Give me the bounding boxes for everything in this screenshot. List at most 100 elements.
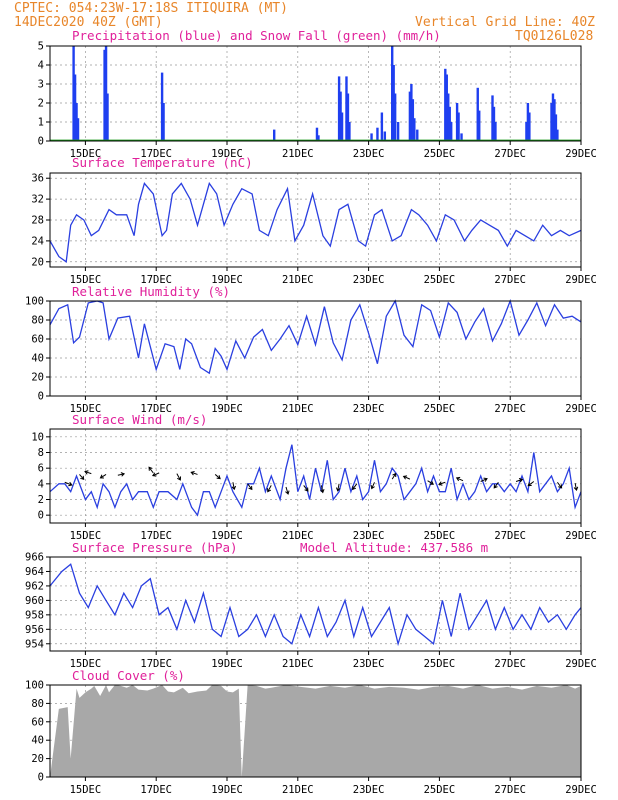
wind-arrow [148, 466, 154, 474]
precip-bar [447, 93, 450, 141]
pressure-panel: 954 956 958 960 962 964 966 15DEC 17DEC 19DEC 21DE… [25, 552, 597, 671]
precip-bar [393, 93, 397, 141]
x-tick-label: 21DEC [282, 784, 314, 796]
wind-arrow [176, 473, 182, 481]
precip-title: Precipitation (blue) and Snow Fall (gree… [72, 28, 441, 43]
x-tick-label: 23DEC [353, 784, 385, 796]
precip-bar [76, 118, 80, 141]
humidity-series-line [49, 298, 582, 375]
y-tick-label: 0 [38, 391, 44, 403]
temperature-series-line [49, 181, 582, 263]
pressure-altitude: Model Altitude: 437.586 m [300, 540, 488, 555]
precip-bar [528, 112, 531, 141]
wind-title: Surface Wind (m/s) [72, 412, 207, 427]
x-tick-label: 15DEC [70, 784, 102, 796]
y-tick-label: 954 [25, 638, 44, 650]
x-tick-label: 17DEC [140, 403, 172, 415]
precip-bar [554, 114, 558, 141]
x-tick-label: 17DEC [140, 274, 172, 286]
y-tick-label: 1 [38, 117, 44, 129]
x-tick-label: 29DEC [565, 274, 597, 286]
precip-bar [396, 122, 400, 141]
panel-frame [49, 428, 582, 524]
precip-bar [450, 122, 453, 141]
y-tick-label: 28 [31, 215, 44, 227]
y-tick-label: 40 [31, 735, 44, 747]
cloud-title: Cloud Cover (%) [72, 668, 185, 683]
precip-bar [273, 129, 276, 141]
y-tick-label: 962 [25, 580, 44, 592]
wind-arrow [573, 482, 579, 491]
precip-bar [339, 91, 342, 141]
wind-series-line [49, 444, 582, 517]
wind-arrow [370, 482, 375, 490]
panel-frame [49, 556, 582, 652]
precip-bar [73, 74, 77, 141]
y-tick-label: 60 [31, 716, 44, 728]
wind-arrow [64, 481, 73, 487]
x-tick-label: 17DEC [140, 658, 172, 670]
y-tick-label: 958 [25, 609, 44, 621]
precip-bar [457, 112, 460, 141]
precip-bar [478, 110, 481, 141]
panel-frame [49, 684, 582, 778]
precip-bar [345, 76, 348, 141]
y-tick-label: 36 [31, 173, 44, 185]
x-tick-label: 21DEC [282, 530, 314, 542]
wind-arrow [247, 483, 253, 491]
wind-arrow [527, 481, 535, 487]
y-tick-label: 5 [38, 41, 44, 53]
x-tick-label: 19DEC [211, 530, 243, 542]
wind-arrow [190, 471, 198, 476]
wind-arrow [303, 485, 309, 492]
x-tick-label: 19DEC [211, 148, 243, 160]
x-tick-label: 23DEC [353, 403, 385, 415]
precip-bar [104, 46, 108, 141]
precip-bar [72, 46, 75, 141]
precip-bar [455, 103, 459, 141]
precip-bar [551, 93, 555, 141]
wind-arrow [493, 481, 499, 489]
x-tick-label: 17DEC [140, 784, 172, 796]
precip-bar [348, 122, 351, 141]
x-tick-label: 15DEC [70, 274, 102, 286]
wind-arrow [99, 474, 107, 479]
y-tick-label: 960 [25, 595, 44, 607]
precip-bar [346, 93, 350, 141]
precip-bar [383, 131, 387, 141]
y-tick-label: 0 [38, 772, 44, 784]
x-tick-label: 17DEC [140, 530, 172, 542]
precip-bar [492, 106, 496, 141]
x-tick-label: 21DEC [282, 148, 314, 160]
wind-arrow [480, 477, 488, 482]
x-tick-label: 19DEC [211, 403, 243, 415]
y-tick-label: 40 [31, 353, 44, 365]
y-tick-label: 966 [25, 552, 44, 564]
precip-bar [408, 91, 412, 141]
x-tick-label: 29DEC [565, 403, 597, 415]
precip-bar [340, 112, 344, 141]
wind-arrow [402, 475, 411, 480]
y-tick-label: 3 [38, 79, 44, 91]
wind-arrow [79, 474, 85, 481]
y-tick-label: 20 [31, 753, 44, 765]
x-tick-label: 25DEC [424, 148, 456, 160]
y-tick-label: 100 [25, 680, 44, 692]
x-tick-label: 23DEC [353, 530, 385, 542]
humidity-panel: 0 20 40 60 80 100 15DEC 17DEC 19DEC 21DEC 23DEC 25D… [25, 296, 597, 416]
precip-bar [410, 84, 413, 141]
x-tick-label: 27DEC [494, 530, 526, 542]
precip-bar [392, 65, 395, 141]
x-tick-label: 15DEC [70, 530, 102, 542]
x-tick-label: 25DEC [424, 403, 456, 415]
y-tick-label: 10 [31, 431, 44, 443]
wind-arrow [320, 485, 325, 494]
x-tick-label: 29DEC [565, 530, 597, 542]
x-tick-label: 25DEC [424, 658, 456, 670]
header-date: 14DEC2020 40Z (GMT) [14, 15, 163, 30]
wind-arrow [335, 483, 341, 492]
y-tick-label: 8 [38, 447, 44, 459]
precip-bar [370, 133, 373, 141]
precip-bar [160, 72, 164, 141]
cloud-cover-area [50, 685, 581, 777]
